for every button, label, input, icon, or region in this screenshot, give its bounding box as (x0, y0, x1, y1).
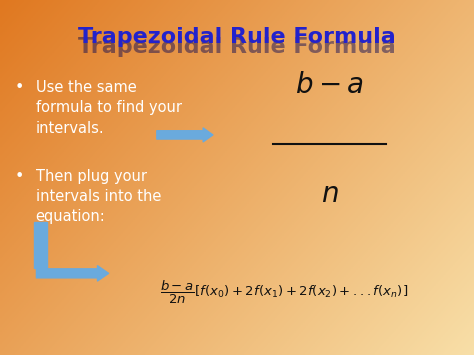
Text: $b - a$: $b - a$ (295, 72, 364, 99)
Text: •: • (14, 169, 24, 184)
Text: Then plug your
intervals into the
equation:: Then plug your intervals into the equati… (36, 169, 161, 224)
Text: Trapezoidal Rule Formula: Trapezoidal Rule Formula (78, 37, 396, 57)
Text: Use the same
formula to find your
intervals.: Use the same formula to find your interv… (36, 80, 182, 136)
Text: Trapezoidal Rule Formula: Trapezoidal Rule Formula (78, 27, 396, 47)
Text: $\dfrac{b-a}{2n}[f(x_0)+2f(x_1)+2f(x_2)+...f(x_n)]$: $\dfrac{b-a}{2n}[f(x_0)+2f(x_1)+2f(x_2)+… (160, 279, 409, 306)
Text: •: • (14, 80, 24, 95)
FancyArrowPatch shape (157, 128, 213, 142)
FancyArrowPatch shape (36, 266, 109, 281)
Polygon shape (34, 222, 47, 268)
Text: $n$: $n$ (320, 181, 338, 208)
